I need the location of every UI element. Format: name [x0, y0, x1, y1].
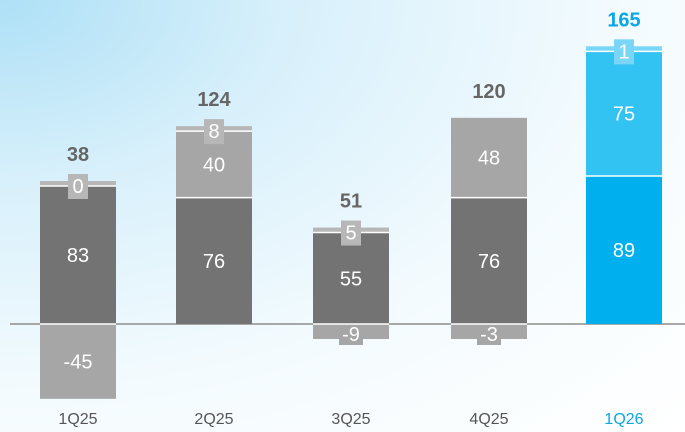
bar-4q25-seg-2	[451, 117, 527, 198]
x-tick-label-4q25: 4Q25	[469, 411, 508, 428]
bar-label-1q26-seg-2: 1	[618, 41, 629, 63]
bar-4q25-seg-0-badge	[477, 321, 501, 345]
bar-label-4q25-seg-0: -3	[480, 324, 498, 346]
total-label-3q25: 51	[340, 191, 362, 213]
bar-label-3q25-seg-0: -9	[342, 324, 360, 346]
bar-1q25-seg-2-badge	[68, 174, 88, 199]
x-tick-label-1q26: 1Q26	[604, 411, 643, 428]
bar-2q25-seg-0	[176, 197, 252, 324]
total-label-4q25: 120	[472, 81, 505, 103]
bar-label-2q25-seg-1: 40	[203, 154, 225, 176]
bar-3q25-seg-1	[313, 232, 389, 324]
bar-label-4q25-seg-1: 76	[478, 251, 500, 273]
bar-3q25-seg-2-badge	[341, 220, 361, 246]
bar-1q26-seg-0	[586, 176, 662, 324]
bar-1q26-seg-1	[586, 51, 662, 177]
bar-label-3q25-seg-2: 5	[345, 223, 356, 245]
total-label-1q25: 38	[67, 144, 89, 166]
bar-2q25-seg-2-badge	[204, 119, 224, 145]
bar-label-2q25-seg-0: 76	[203, 251, 225, 273]
bar-label-1q26-seg-1: 75	[613, 104, 635, 126]
bar-1q26-seg-2-badge	[614, 39, 634, 65]
bar-1q25-seg-0	[40, 324, 116, 399]
total-label-1q26: 165	[607, 9, 640, 31]
x-tick-label-2q25: 2Q25	[194, 411, 233, 428]
bar-label-2q25-seg-2: 8	[208, 121, 219, 143]
total-label-2q25: 124	[197, 89, 231, 111]
bar-label-1q26-seg-0: 89	[613, 240, 635, 262]
bar-1q25-seg-1	[40, 186, 116, 324]
x-tick-label-3q25: 3Q25	[331, 411, 370, 428]
bar-label-1q25-seg-1: 83	[67, 245, 89, 267]
bar-label-3q25-seg-1: 55	[340, 268, 362, 290]
bar-3q25-seg-0-badge	[339, 321, 363, 345]
bar-4q25-seg-1	[451, 197, 527, 324]
bar-label-1q25-seg-2: 0	[72, 176, 83, 198]
bar-label-1q25-seg-0: -45	[64, 351, 93, 373]
x-tick-label-1q25: 1Q25	[58, 411, 97, 428]
bar-label-4q25-seg-2: 48	[478, 148, 500, 170]
